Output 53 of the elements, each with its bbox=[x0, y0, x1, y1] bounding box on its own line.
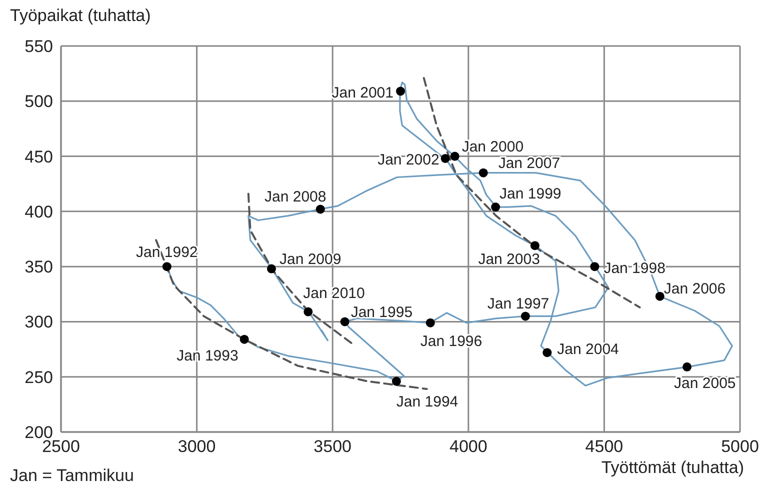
annotation: Jan 1996 bbox=[420, 333, 482, 350]
point bbox=[530, 241, 540, 250]
annotation: Jan 2000 bbox=[462, 138, 524, 156]
annotation: Jan 2009 bbox=[279, 251, 342, 268]
annotation: Jan 1994 bbox=[396, 394, 458, 411]
y-tick-label: 350 bbox=[24, 258, 53, 277]
x-tick-label: 5000 bbox=[721, 437, 759, 456]
y-tick-label: 250 bbox=[24, 368, 53, 387]
annotation: Jan 2010 bbox=[303, 285, 365, 302]
annotation: Jan 2004 bbox=[557, 340, 619, 358]
annotation: Jan 2002 bbox=[378, 152, 440, 169]
point bbox=[682, 362, 692, 372]
annotation: Jan 2005 bbox=[674, 375, 736, 392]
point bbox=[316, 204, 325, 214]
annotation: Jan 1992 bbox=[136, 244, 198, 261]
annotation: Jan 2001 bbox=[332, 84, 394, 102]
point bbox=[491, 202, 500, 212]
point bbox=[450, 152, 460, 161]
annotation: Jan 1997 bbox=[487, 295, 550, 312]
point bbox=[520, 312, 530, 321]
annotation: Jan 2006 bbox=[664, 280, 726, 298]
point bbox=[478, 168, 488, 178]
point bbox=[162, 262, 172, 272]
point bbox=[426, 318, 435, 328]
x-tick-label: 4500 bbox=[585, 437, 624, 456]
point bbox=[542, 348, 552, 358]
point bbox=[396, 86, 405, 96]
y-axis-title: Työpaikat (tuhatta) bbox=[10, 6, 151, 26]
point bbox=[655, 292, 664, 301]
point bbox=[304, 307, 313, 316]
y-tick-label: 500 bbox=[24, 92, 53, 112]
annotation: Jan 2008 bbox=[264, 188, 326, 206]
point bbox=[340, 317, 350, 326]
point bbox=[240, 334, 249, 344]
y-tick-label: 400 bbox=[24, 202, 53, 222]
x-tick-label: 3000 bbox=[178, 437, 216, 456]
text: Jan = Tammikuu bbox=[10, 466, 134, 486]
point bbox=[392, 376, 401, 386]
point bbox=[440, 154, 450, 163]
annotation: Jan 2007 bbox=[498, 155, 560, 172]
y-tick-label: 450 bbox=[24, 147, 53, 166]
x-tick-label: 3500 bbox=[314, 437, 352, 456]
y-tick-label: 300 bbox=[24, 312, 53, 332]
y-tick-label: 550 bbox=[24, 37, 53, 56]
annotation: Jan 1995 bbox=[350, 304, 413, 321]
annotation: Jan 1993 bbox=[176, 348, 238, 365]
x-axis-title: Työttömät (tuhatta) bbox=[601, 458, 744, 478]
point bbox=[266, 264, 276, 274]
annotation: Jan 2003 bbox=[478, 250, 540, 268]
annotation: Jan 1999 bbox=[500, 185, 562, 202]
x-tick-label: 2500 bbox=[42, 437, 80, 456]
x-tick-label: 4000 bbox=[449, 437, 488, 456]
point bbox=[590, 262, 600, 272]
